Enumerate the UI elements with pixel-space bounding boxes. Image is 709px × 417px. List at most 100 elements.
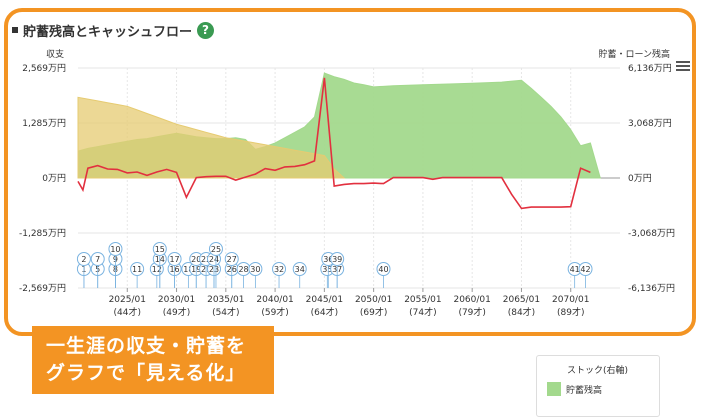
event-marker: 27	[224, 252, 239, 288]
event-marker: 12	[149, 262, 164, 288]
x-tick-date: 2040/01	[256, 295, 293, 305]
legend-item-savings[interactable]: 貯蓄残高	[547, 382, 602, 396]
event-marker-bubble	[208, 242, 223, 256]
event-marker-label: 36	[323, 255, 333, 264]
event-marker-label: 24	[209, 255, 219, 264]
event-marker-label: 35	[322, 265, 332, 274]
right-tick-label: 0万円	[628, 173, 652, 184]
event-marker: 10	[108, 242, 123, 288]
event-marker-bubble	[272, 262, 287, 276]
cashflow-line	[77, 77, 591, 210]
x-tick-date: 2030/01	[158, 295, 195, 305]
x-tick-date: 2060/01	[453, 295, 490, 305]
event-marker-label: 41	[570, 265, 580, 274]
event-marker-label: 27	[227, 255, 237, 264]
event-marker: 30	[248, 262, 263, 288]
chart-header: 貯蓄残高とキャッシュフロー ?	[12, 20, 215, 40]
x-tick-date: 2050/01	[355, 295, 392, 305]
event-marker-bubble	[152, 242, 167, 256]
x-tick-age: (69才)	[360, 306, 387, 318]
event-marker-label: 17	[169, 255, 179, 264]
event-marker-bubble	[167, 252, 182, 266]
event-markers: 1257891011121415161718192021222324252627…	[76, 242, 593, 288]
area-series	[77, 72, 601, 179]
x-tick-date: 2055/01	[404, 295, 441, 305]
banner-line-1: 一生涯の収支・貯蓄を	[46, 335, 247, 357]
x-tick-age: (79才)	[458, 306, 485, 318]
event-marker: 28	[236, 262, 251, 288]
line-series	[77, 77, 591, 210]
event-marker: 35	[320, 262, 335, 288]
question-icon[interactable]: ?	[197, 21, 215, 39]
loan-area	[77, 96, 346, 179]
axes: 収支 貯蓄・ローン残高 2,569万円 6,136万円 1,285万円 3,068万円…	[19, 48, 675, 318]
event-marker: 17	[167, 252, 182, 288]
legend-label: 貯蓄残高	[566, 385, 603, 396]
event-marker-bubble	[376, 262, 391, 276]
event-marker-label: 12	[152, 265, 162, 274]
right-tick-label: 6,136万円	[628, 63, 672, 74]
event-marker-bubble	[130, 262, 145, 276]
x-tick-age: (54才)	[212, 306, 239, 318]
event-marker-bubble	[76, 252, 91, 266]
event-marker-label: 30	[250, 265, 260, 274]
x-tick-age: (49才)	[163, 306, 190, 318]
event-marker: 39	[330, 252, 345, 288]
event-marker-bubble	[90, 252, 105, 266]
x-tick-date: 2070/01	[552, 295, 589, 305]
event-marker-label: 42	[580, 265, 590, 274]
event-marker-bubble	[330, 252, 345, 266]
x-tick-age: (64才)	[311, 306, 338, 318]
right-tick-label: -3,068万円	[628, 228, 675, 239]
right-tick-label: -6,136万円	[628, 283, 675, 294]
x-tick-age: (89才)	[557, 306, 584, 318]
chart-title: 貯蓄残高とキャッシュフロー	[23, 24, 193, 40]
event-marker-label: 28	[238, 265, 248, 274]
x-tick-age: (44才)	[114, 306, 141, 318]
event-marker-label: 25	[211, 245, 221, 254]
event-marker-bubble	[292, 262, 307, 276]
event-marker-label: 15	[155, 245, 165, 254]
event-marker-bubble	[108, 242, 123, 256]
event-marker-label: 7	[95, 255, 100, 264]
event-marker-label: 20	[191, 255, 201, 264]
x-tick-date: 2035/01	[207, 295, 244, 305]
event-marker: 34	[292, 262, 307, 288]
x-tick-age: (74才)	[409, 306, 436, 318]
chart-svg: 収支 貯蓄・ローン残高 2,569万円 6,136万円 1,285万円 3,068万円…	[19, 48, 675, 318]
hamburger-icon[interactable]	[676, 61, 690, 71]
x-tick-age: (84才)	[508, 306, 535, 318]
x-tick-date: 2025/01	[109, 295, 146, 305]
left-tick-label: 0万円	[42, 173, 66, 184]
legend-box: ストック(右軸) 貯蓄残高	[536, 355, 660, 417]
x-tick-date: 2045/01	[306, 295, 343, 305]
event-marker-label: 39	[332, 255, 342, 264]
event-marker-label: 18	[183, 265, 193, 274]
x-tick-age: (59才)	[261, 306, 288, 318]
event-marker-label: 40	[378, 265, 388, 274]
event-marker-bubble	[578, 262, 593, 276]
event-marker: 42	[578, 262, 593, 288]
event-marker: 2	[76, 252, 91, 288]
promo-banner: 一生涯の収支・貯蓄を グラフで「見える化」	[32, 326, 274, 394]
event-marker-label: 34	[295, 265, 305, 274]
event-marker-bubble	[248, 262, 263, 276]
legend-swatch	[547, 382, 561, 396]
left-tick-label: -2,569万円	[19, 283, 66, 294]
event-marker: 25	[208, 242, 223, 288]
x-tick-date: 2065/01	[503, 295, 540, 305]
event-marker: 15	[152, 242, 167, 288]
event-marker-label: 2	[81, 255, 86, 264]
right-axis-label: 貯蓄・ローン残高	[598, 48, 670, 60]
event-marker-label: 11	[132, 265, 142, 274]
event-marker-label: 32	[274, 265, 284, 274]
event-marker: 11	[130, 262, 145, 288]
left-tick-label: 1,285万円	[22, 118, 66, 129]
event-marker-bubble	[224, 252, 239, 266]
event-marker-label: 10	[110, 245, 120, 254]
event-marker: 7	[90, 252, 105, 288]
legend-title: ストック(右軸)	[567, 366, 629, 376]
event-marker: 40	[376, 262, 391, 288]
left-tick-label: -1,285万円	[19, 228, 66, 239]
event-marker-label: 22	[201, 255, 211, 264]
